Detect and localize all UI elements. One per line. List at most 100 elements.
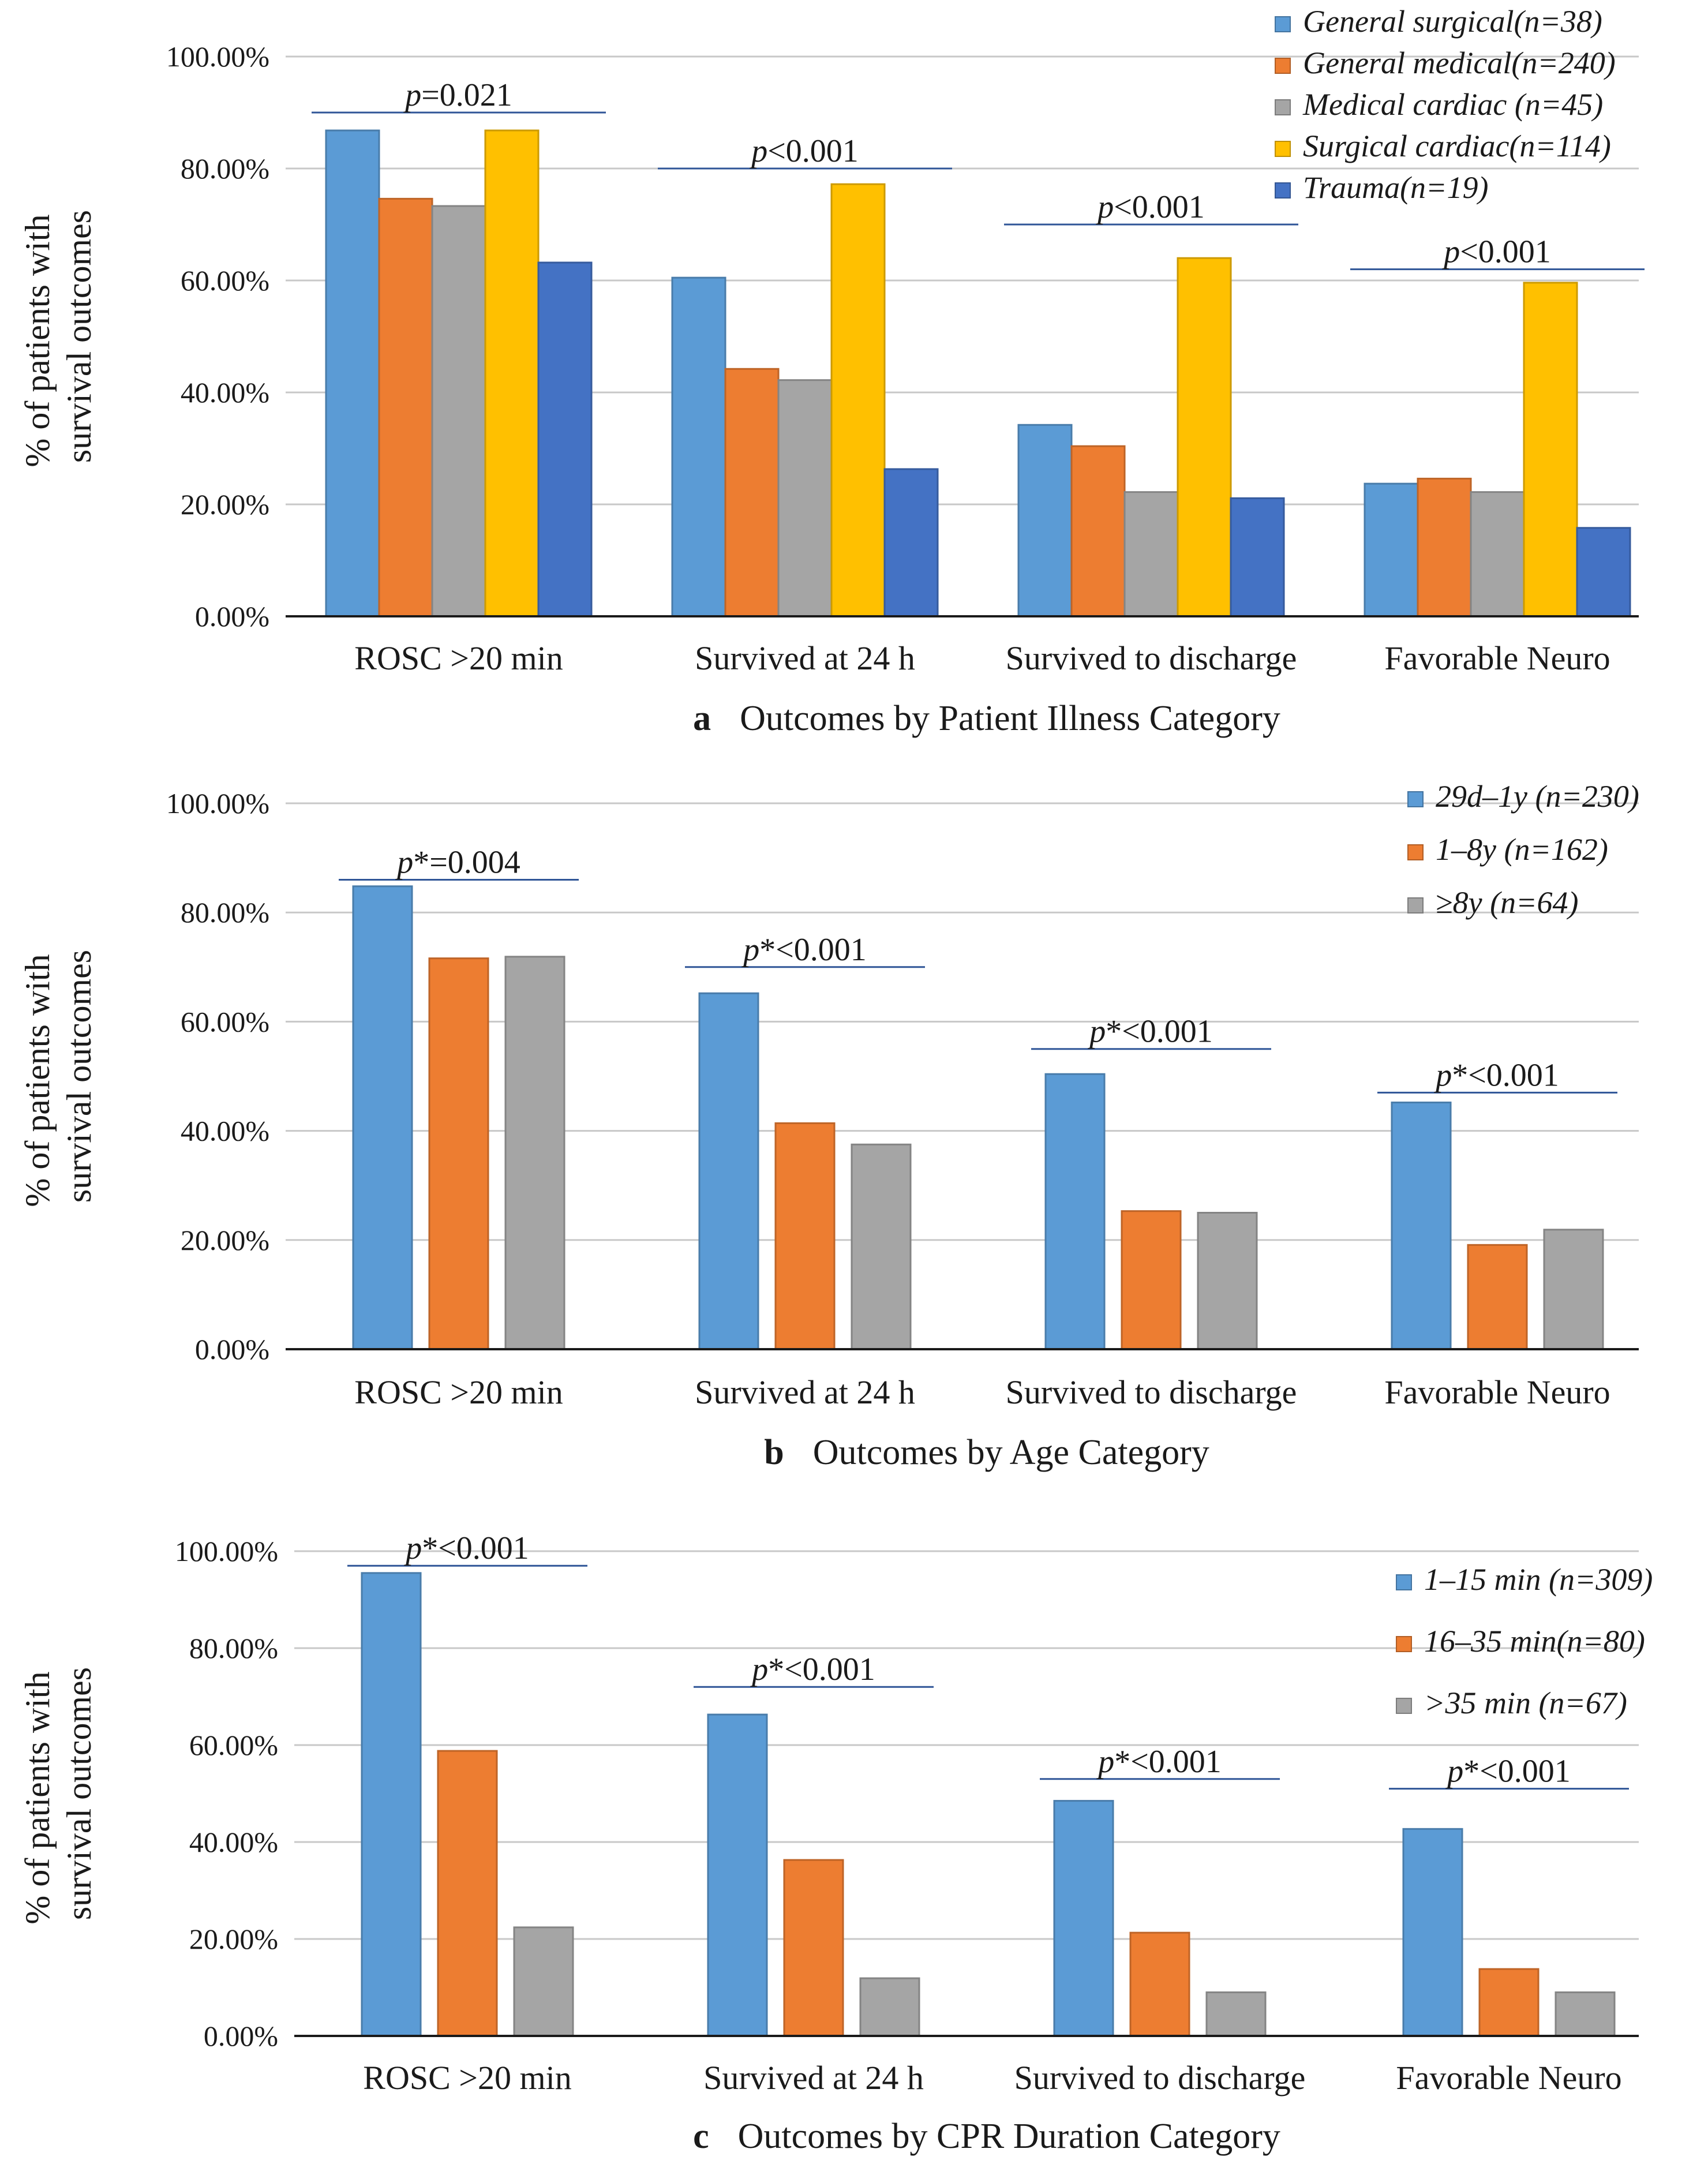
bar-b-s1-c0 <box>428 957 489 1350</box>
y-tick-label: 80.00% <box>189 1632 278 1664</box>
legend-swatch <box>1407 844 1424 860</box>
legend-label: >35 min (n=67) <box>1424 1686 1627 1720</box>
x-category-label: Survived at 24 h <box>703 2059 924 2097</box>
bar-c-s1-c0 <box>437 1750 498 2037</box>
bar-a-s1-c0 <box>378 197 433 617</box>
legend-label: 1–8y (n=162) <box>1436 832 1608 867</box>
x-category-label: Survived to discharge <box>1006 639 1297 677</box>
bar-c-s0-c1 <box>707 1713 768 2037</box>
chart-panel-c: 0.00% 20.00% 40.00% 60.00% 80.00% 100.00% % of… <box>18 1530 1653 2156</box>
p-value-label: p<0.001 <box>1441 234 1551 270</box>
x-category-label: ROSC >20 min <box>354 1373 563 1411</box>
y-tick-label: 100.00% <box>166 40 269 73</box>
x-category-label: ROSC >20 min <box>363 2059 571 2097</box>
y-tick-label: 40.00% <box>181 376 269 409</box>
y-tick-label: 100.00% <box>166 787 269 819</box>
bar-a-s0-c0 <box>325 129 380 617</box>
x-category-label: Favorable Neuro <box>1384 1373 1610 1411</box>
y-tick-label: 60.00% <box>181 264 269 297</box>
p-value-label: p*=0.004 <box>395 844 520 880</box>
bar-b-s1-c1 <box>774 1122 836 1350</box>
bar-b-s2-c1 <box>851 1143 912 1350</box>
bar-a-s4-c1 <box>883 468 939 617</box>
bar-b-s0-c0 <box>352 885 413 1350</box>
legend-swatch <box>1275 16 1291 32</box>
bar-a-s4-c2 <box>1230 497 1285 617</box>
bar-a-s0-c2 <box>1017 424 1073 617</box>
y-tick-label: 0.00% <box>195 1333 269 1365</box>
x-category-label: Survived to discharge <box>1006 1373 1297 1411</box>
bar-a-s1-c2 <box>1070 445 1126 617</box>
legend-swatch <box>1275 141 1291 157</box>
bar-a-s0-c3 <box>1364 482 1419 617</box>
p-value-label: p*<0.001 <box>1433 1057 1559 1093</box>
legend-label: Surgical cardiac(n=114) <box>1303 129 1611 163</box>
bar-a-s2-c0 <box>431 205 486 617</box>
bar-b-s0-c3 <box>1391 1101 1452 1350</box>
y-tick-label: 80.00% <box>181 896 269 929</box>
legend-label: General medical(n=240) <box>1303 46 1616 80</box>
y-axis-label: % of patients with survival outcomes <box>18 205 98 467</box>
y-tick-label: 20.00% <box>181 1224 269 1256</box>
bar-c-s2-c0 <box>513 1926 574 2037</box>
y-tick-label: 60.00% <box>181 1005 269 1038</box>
legend-swatch <box>1275 99 1291 115</box>
x-category-label: Favorable Neuro <box>1396 2059 1621 2097</box>
p-value-label: p*<0.001 <box>1087 1014 1213 1050</box>
p-value-label: p*<0.001 <box>1445 1754 1571 1790</box>
bar-a-s4-c3 <box>1576 527 1631 617</box>
legend-swatch <box>1275 182 1291 199</box>
p-value-label: p*<0.001 <box>403 1530 529 1566</box>
bar-a-s3-c2 <box>1177 257 1232 617</box>
bar-a-s0-c1 <box>671 276 726 617</box>
chart-panel-a: 0.00% 20.00% 40.00% 60.00% 80.00% 100.00% % of… <box>18 4 1645 738</box>
bar-c-s2-c2 <box>1205 1991 1267 2037</box>
bar-a-s3-c3 <box>1523 282 1578 617</box>
bar-c-s2-c3 <box>1555 1991 1616 2037</box>
legend-label: 1–15 min (n=309) <box>1424 1562 1653 1597</box>
bar-c-s0-c2 <box>1053 1800 1114 2037</box>
legend-label: 29d–1y (n=230) <box>1436 779 1639 814</box>
y-tick-label: 0.00% <box>204 2020 278 2052</box>
y-tick-label: 60.00% <box>189 1729 278 1761</box>
p-value-label: p*<0.001 <box>741 932 867 968</box>
bar-c-s1-c2 <box>1129 1931 1190 2037</box>
panel-caption: a Outcomes by Patient Illness Category <box>693 699 1280 738</box>
bar-c-s0-c0 <box>361 1572 422 2037</box>
legend-swatch <box>1396 1636 1412 1652</box>
legend-label: ≥8y (n=64) <box>1436 885 1579 920</box>
legend-swatch <box>1407 791 1424 807</box>
bar-a-s4-c0 <box>537 261 593 617</box>
bar-a-s1-c1 <box>724 368 780 617</box>
y-tick-label: 80.00% <box>181 152 269 185</box>
legend-swatch <box>1275 58 1291 74</box>
bar-b-s1-c3 <box>1467 1244 1528 1350</box>
bar-b-s0-c2 <box>1044 1073 1106 1350</box>
bar-b-s2-c3 <box>1543 1229 1604 1350</box>
legend-label: 16–35 min(n=80) <box>1424 1624 1645 1659</box>
x-category-label: Favorable Neuro <box>1384 639 1610 677</box>
bar-a-s2-c3 <box>1470 491 1525 617</box>
p-value-label: p=0.021 <box>403 77 512 113</box>
x-category-label: ROSC >20 min <box>354 639 563 677</box>
bar-c-s2-c1 <box>859 1977 920 2037</box>
bar-a-s1-c3 <box>1417 477 1472 617</box>
bar-a-s3-c1 <box>830 183 886 617</box>
bar-a-s2-c1 <box>777 379 833 617</box>
y-tick-label: 20.00% <box>181 488 269 521</box>
legend-label: Medical cardiac (n=45) <box>1302 87 1603 122</box>
bar-b-s2-c2 <box>1197 1212 1258 1350</box>
p-value-label: p<0.001 <box>749 133 859 169</box>
y-tick-label: 20.00% <box>189 1923 278 1955</box>
y-tick-label: 100.00% <box>175 1535 278 1567</box>
y-tick-label: 40.00% <box>181 1115 269 1147</box>
p-value-label: p*<0.001 <box>750 1652 875 1687</box>
x-category-label: Survived to discharge <box>1014 2059 1306 2097</box>
x-category-label: Survived at 24 h <box>695 1373 915 1411</box>
bar-b-s2-c0 <box>504 956 565 1350</box>
y-tick-label: 0.00% <box>195 600 269 632</box>
panel-caption: b Outcomes by Age Category <box>764 1433 1209 1472</box>
y-axis-label: % of patients with survival outcomes <box>18 1663 98 1924</box>
bar-c-s1-c3 <box>1478 1968 1540 2037</box>
